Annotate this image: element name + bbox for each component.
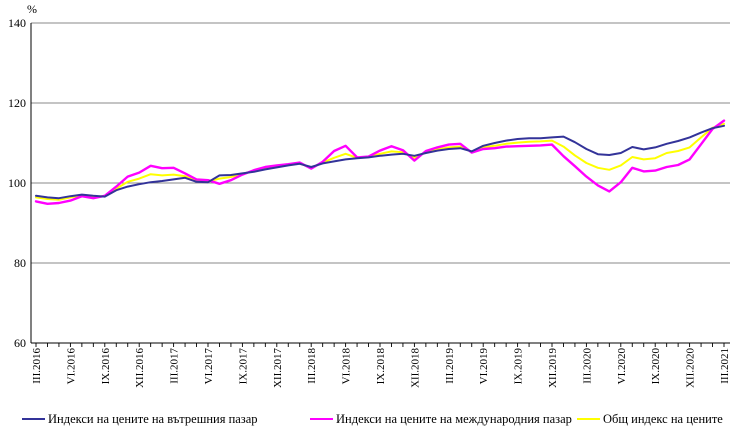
legend-item-international-index: Индекси на цените на международния пазар (310, 408, 572, 430)
y-tick-label: 100 (8, 176, 26, 190)
gridlines (31, 22, 730, 264)
x-tick-label: XII.2016 (134, 348, 146, 389)
series-line-2 (35, 122, 725, 201)
legend-line-swatch-domestic (22, 418, 45, 420)
x-tick-label: IX.2019 (513, 348, 525, 385)
x-tick-label: VI.2017 (203, 348, 215, 385)
legend-item-total-index: Общ индекс на цените (577, 408, 723, 430)
x-tick-label: IX.2018 (375, 348, 387, 385)
y-tick-label: 120 (8, 96, 26, 110)
line-chart: 140 120 100 80 60 III.2016 VI.2016 IX.2016 XII.2… (8, 16, 731, 388)
legend-label-total: Общ индекс на цените (603, 411, 723, 426)
x-tick-label: VI.2016 (65, 348, 77, 385)
chart-legend: Индекси на цените на вътрешния пазар Инд… (0, 408, 740, 434)
legend-line-swatch-total (577, 418, 600, 420)
x-tick-label: IX.2020 (650, 348, 662, 385)
y-axis-tick-labels: 140 120 100 80 60 (8, 16, 26, 350)
x-tick-label: III.2016 (31, 348, 43, 384)
x-tick-label: IX.2017 (237, 348, 249, 385)
x-axis-ticks-and-labels: III.2016 VI.2016 IX.2016 XII.2016 III.2017 VI… (31, 343, 731, 388)
legend-label-domestic: Индекси на цените на вътрешния пазар (48, 411, 258, 426)
x-tick-label: III.2019 (444, 348, 456, 384)
x-tick-label: III.2021 (719, 348, 731, 384)
y-tick-label: 60 (14, 336, 26, 350)
x-tick-label: VI.2020 (616, 348, 628, 385)
y-axis-unit-label: % (27, 2, 37, 16)
x-tick-label: VI.2019 (478, 348, 490, 385)
x-tick-label: XII.2017 (272, 348, 284, 389)
x-tick-label: III.2017 (169, 348, 181, 384)
x-tick-label: XII.2020 (685, 348, 697, 389)
x-tick-label: III.2018 (306, 348, 318, 384)
x-tick-label: III.2020 (581, 348, 593, 384)
x-tick-label: XII.2019 (547, 348, 559, 389)
series-line-1 (34, 119, 726, 206)
legend-label-international: Индекси на цените на международния пазар (336, 411, 572, 426)
y-tick-label: 80 (14, 256, 26, 270)
x-tick-label: VI.2018 (341, 348, 353, 385)
x-tick-label: IX.2016 (100, 348, 112, 385)
x-tick-label: XII.2018 (409, 348, 421, 389)
series-line-0 (35, 124, 725, 200)
legend-line-swatch-international (310, 418, 333, 420)
axes (30, 23, 730, 344)
y-tick-label: 140 (8, 16, 26, 30)
legend-item-domestic-index: Индекси на цените на вътрешния пазар (22, 408, 258, 430)
